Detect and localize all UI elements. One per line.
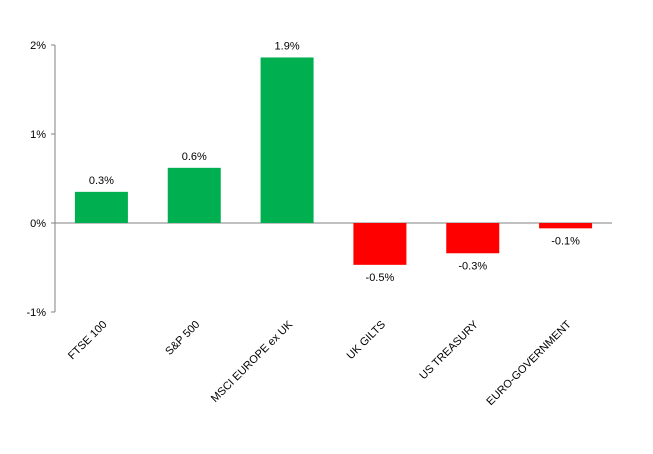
bar (446, 223, 500, 254)
category-label: US TREASURY (417, 318, 481, 382)
bar (260, 57, 314, 224)
category-label: MSCI EUROPE ex UK (209, 318, 296, 405)
category-label: S&P 500 (163, 319, 202, 358)
y-tick-label: 0% (30, 218, 46, 230)
data-label: -0.3% (458, 260, 487, 272)
data-label: 0.3% (89, 175, 114, 187)
data-label: 1.9% (275, 40, 300, 52)
category-label: EURO-GOVERNMENT (484, 318, 573, 407)
data-label: -0.5% (366, 272, 395, 284)
y-tick-label: -1% (26, 307, 46, 319)
category-label: UK GILTS (345, 319, 388, 362)
data-label: 0.6% (182, 151, 207, 163)
data-label: -0.1% (551, 235, 580, 247)
y-tick-label: 1% (30, 129, 46, 141)
category-label: FTSE 100 (66, 319, 110, 363)
bar (167, 167, 221, 223)
bar (74, 191, 128, 223)
bar (539, 223, 593, 229)
y-tick-label: 2% (30, 40, 46, 52)
bar (353, 223, 407, 265)
